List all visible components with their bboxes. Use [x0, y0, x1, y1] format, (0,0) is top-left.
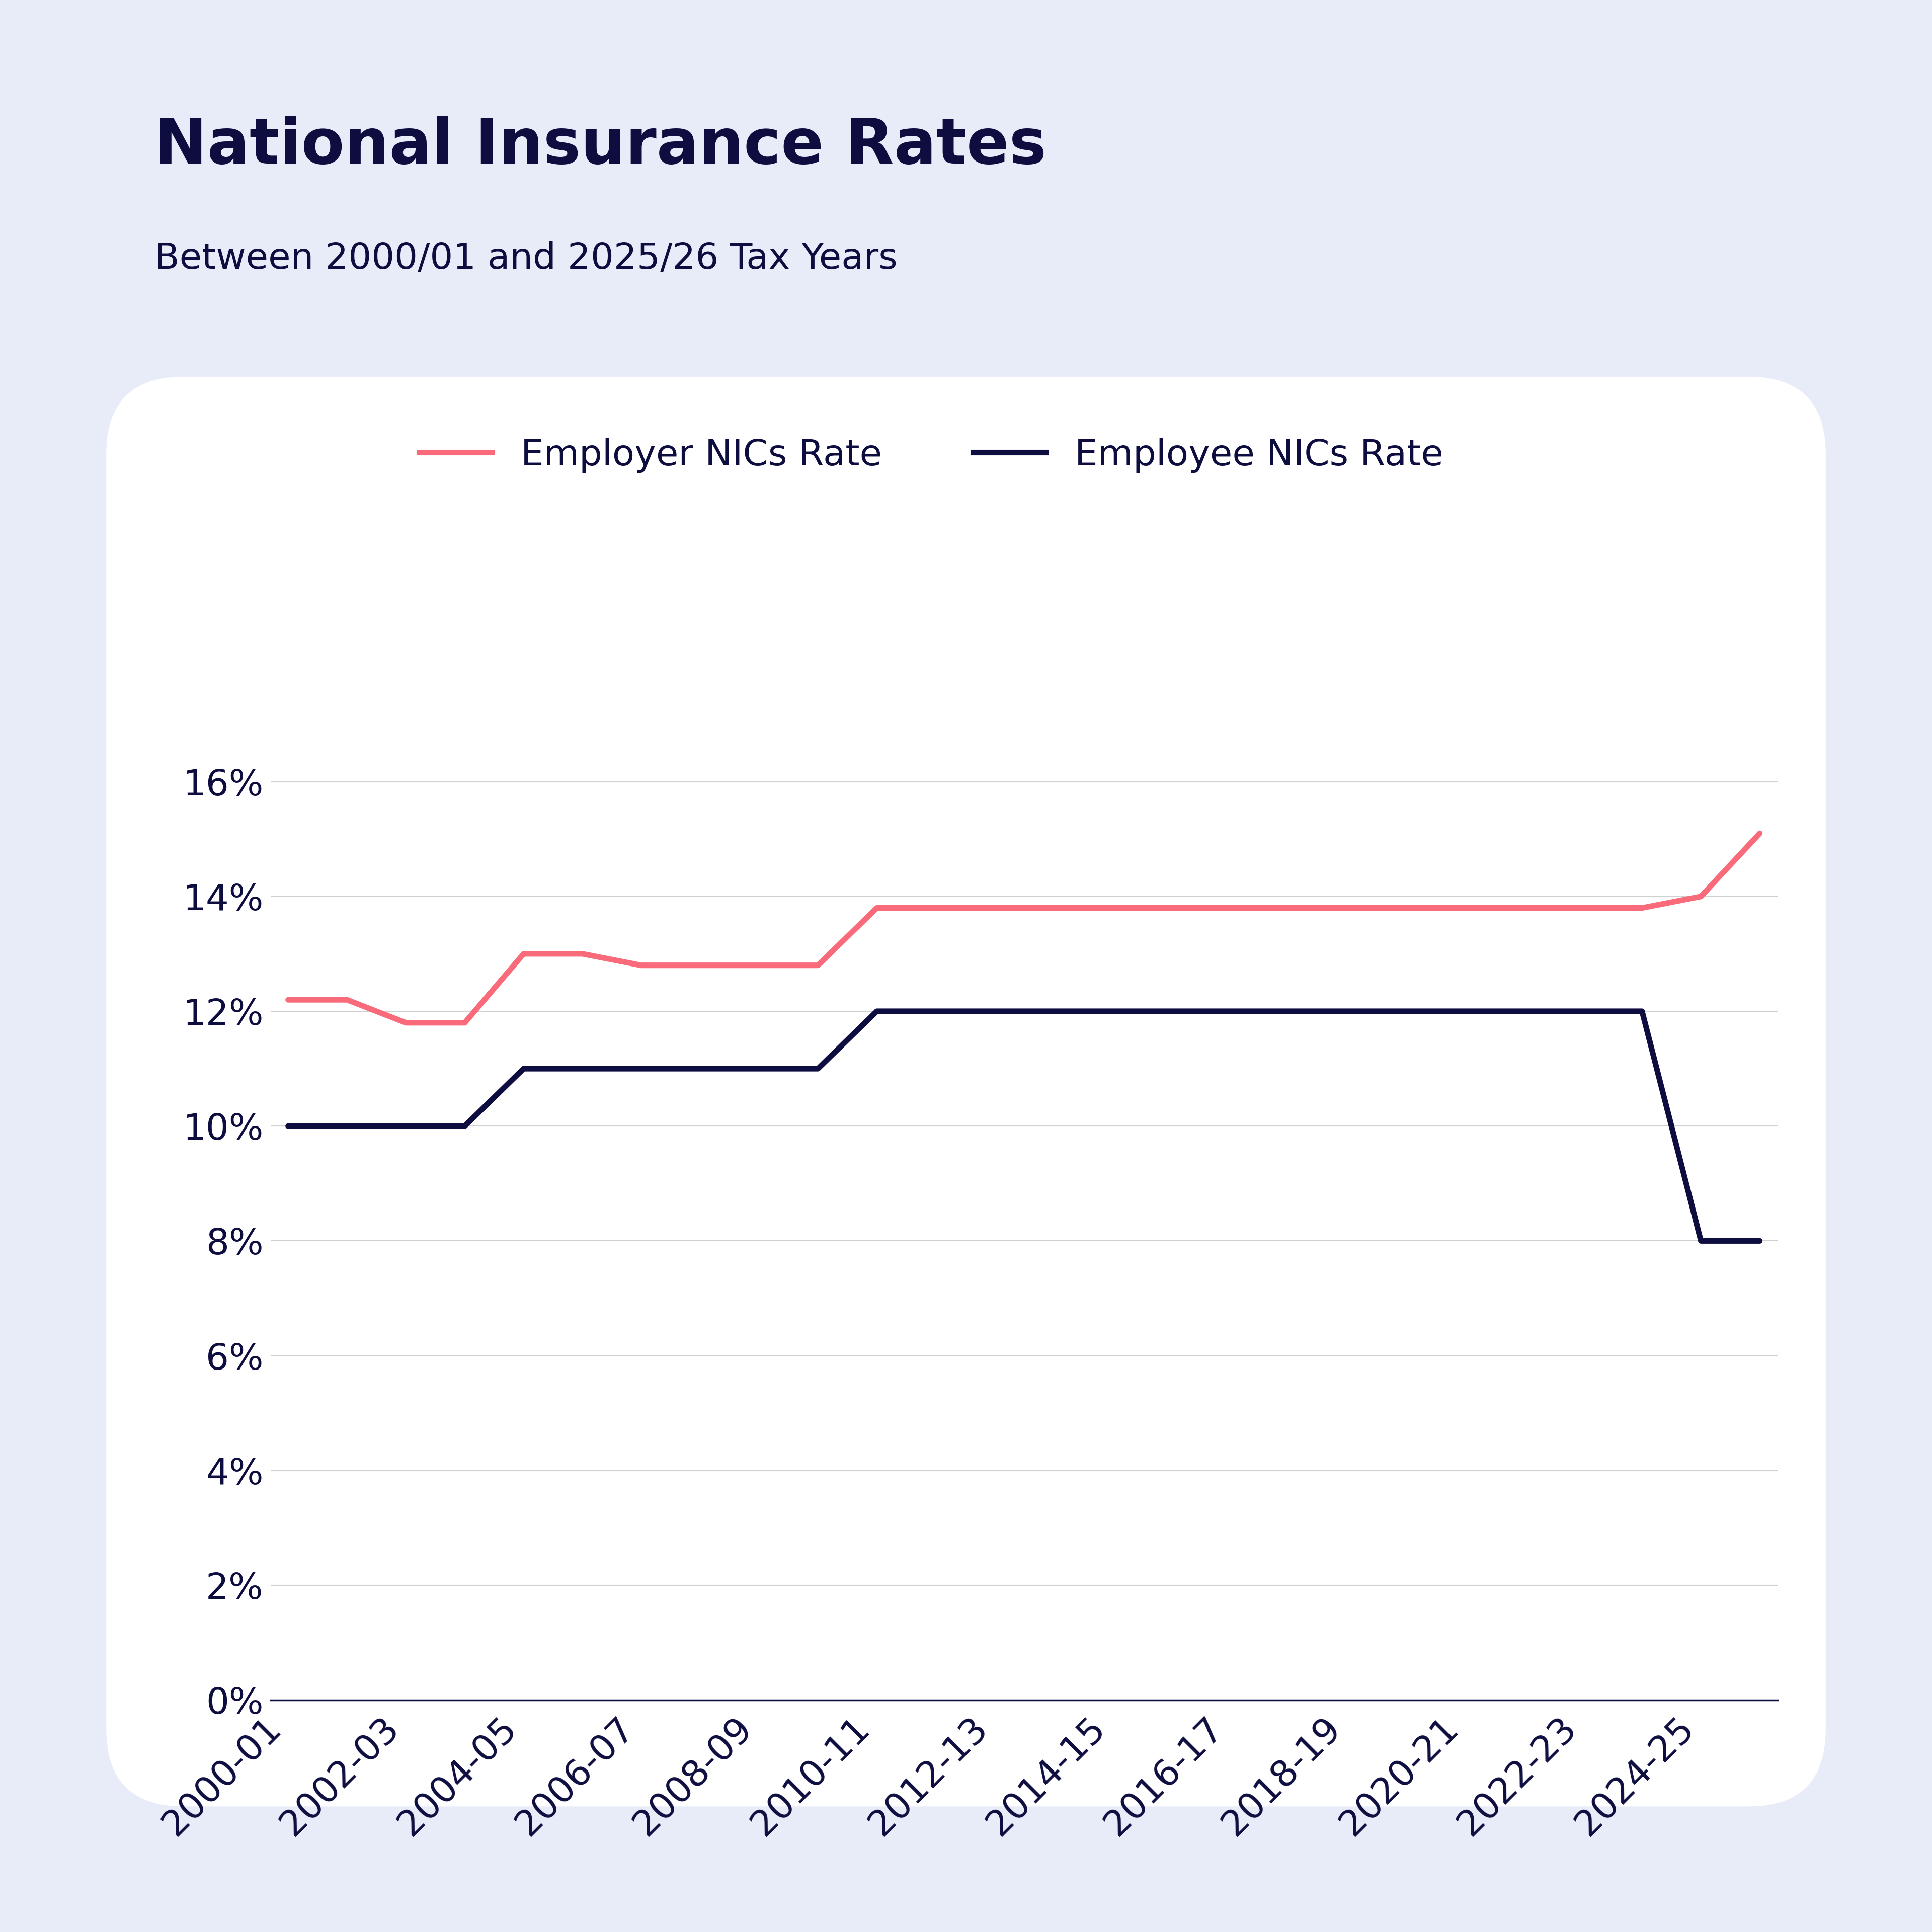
Text: National Insurance Rates: National Insurance Rates — [155, 116, 1047, 178]
Text: Between 2000/01 and 2025/26 Tax Years: Between 2000/01 and 2025/26 Tax Years — [155, 242, 898, 276]
Legend: Employer NICs Rate, Employee NICs Rate: Employer NICs Rate, Employee NICs Rate — [404, 423, 1459, 487]
